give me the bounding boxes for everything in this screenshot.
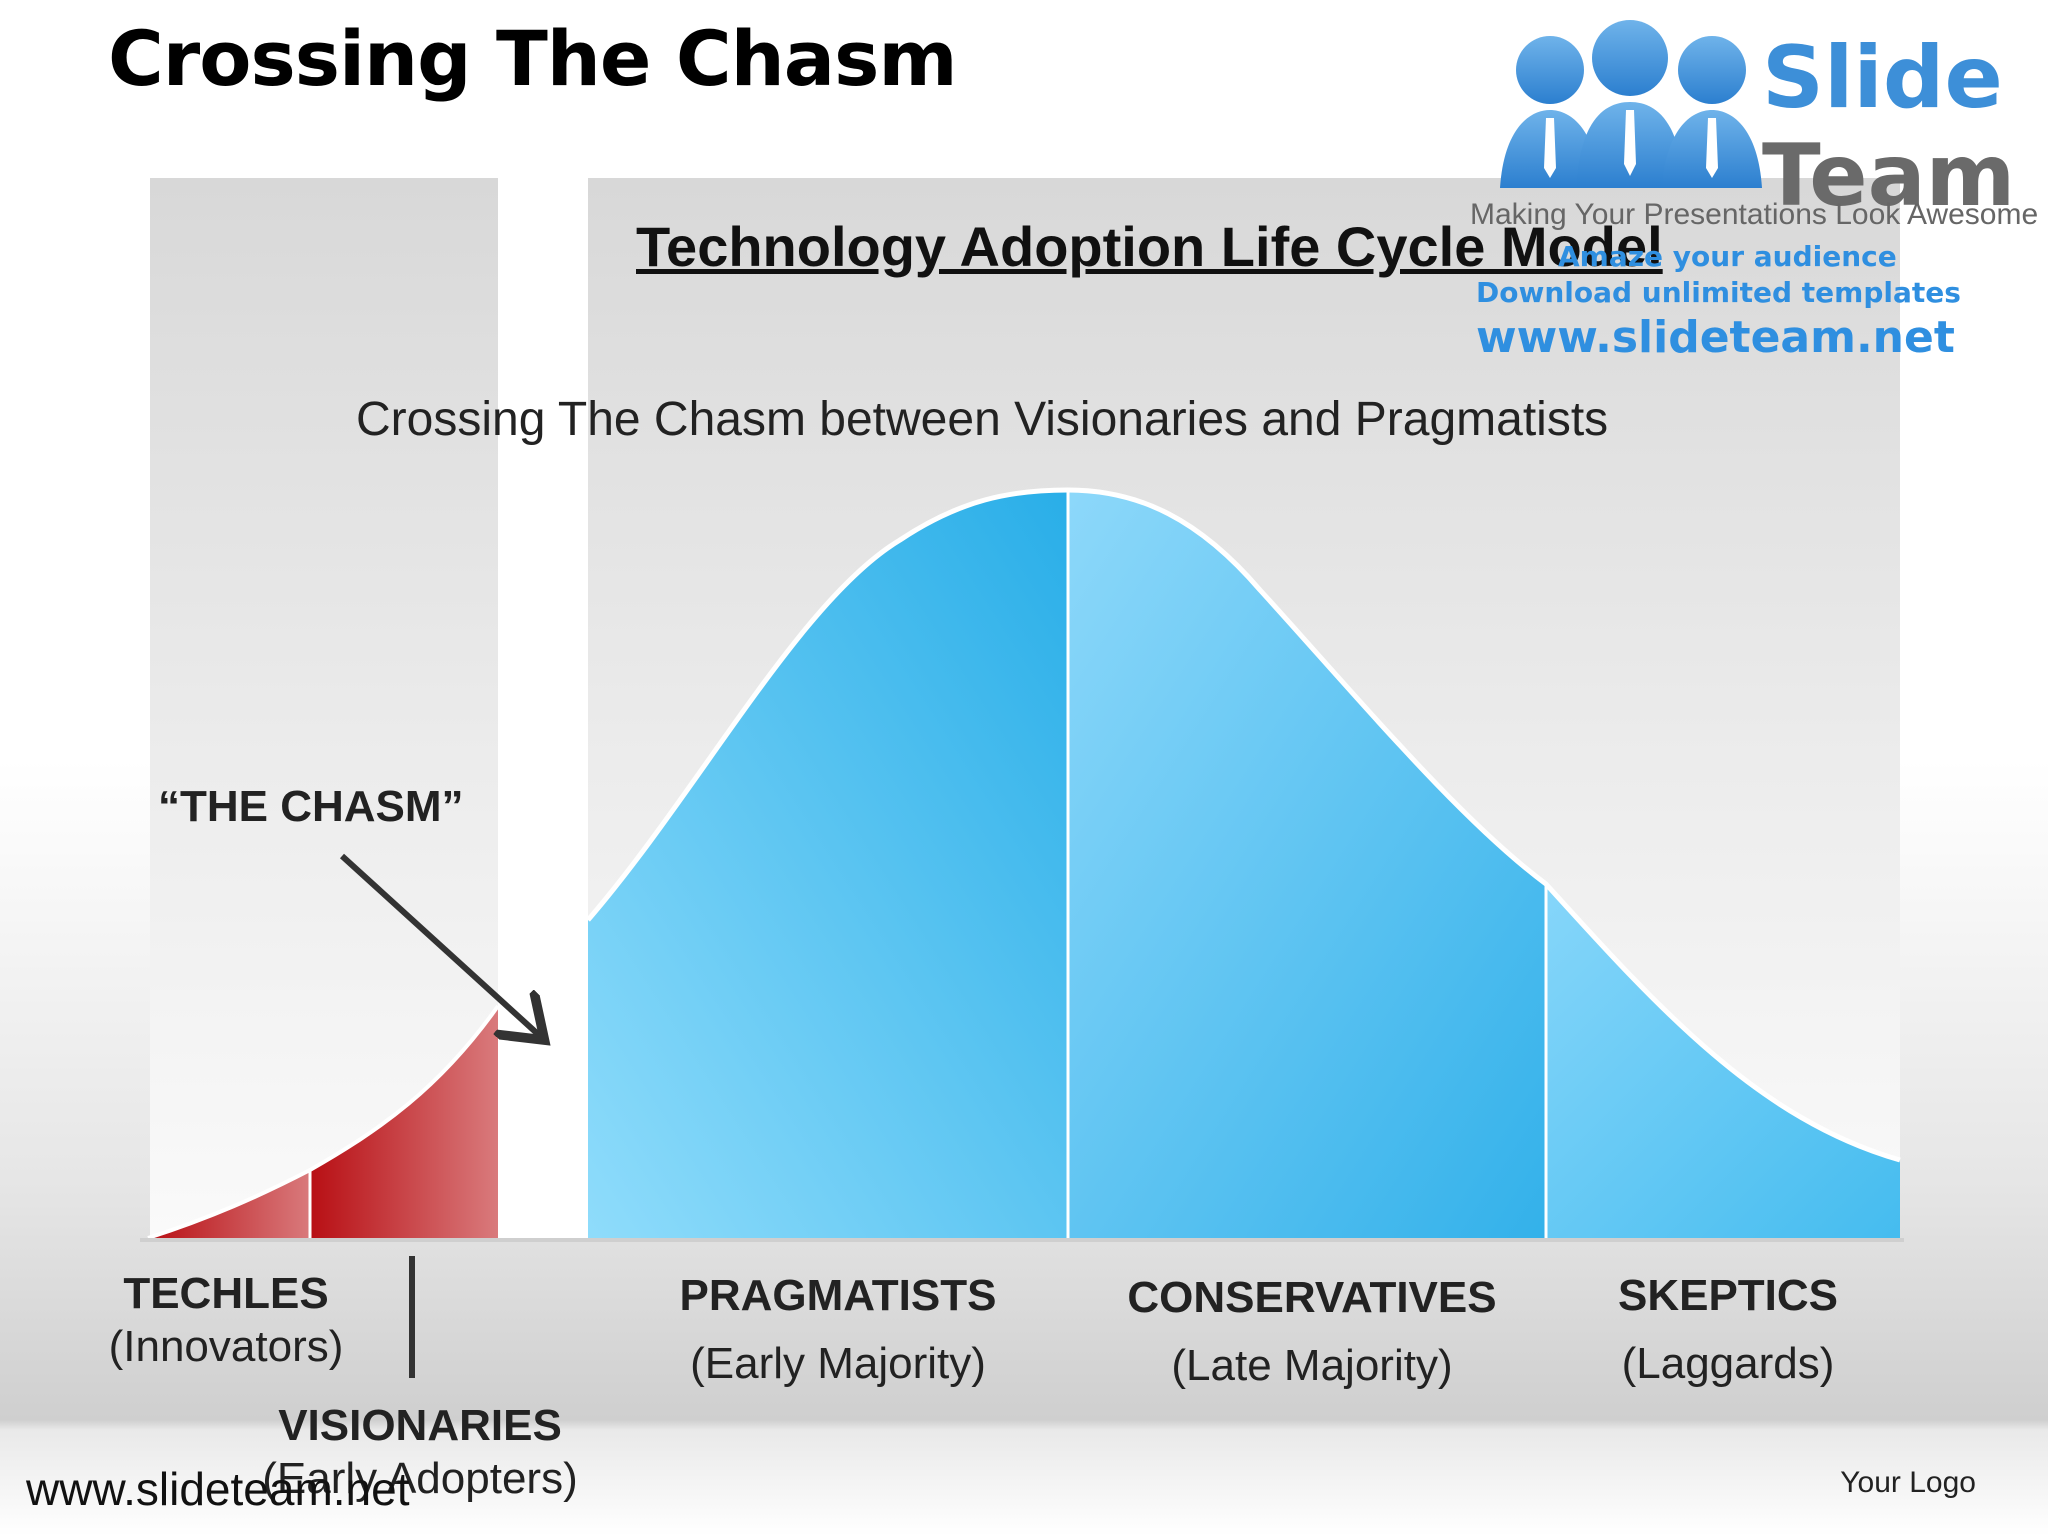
logo-promo-line3: www.slideteam.net <box>1476 312 1955 363</box>
label-skeptics-sub: (Laggards) <box>1621 1339 1835 1389</box>
slideteam-logo: Slide Team Making Your Presentations Loo… <box>1470 18 2038 378</box>
chasm-label: “THE CHASM” <box>158 782 464 831</box>
label-conservatives: CONSERVATIVES (Late Majority) <box>1112 1264 1512 1400</box>
logo-brand-line2: Team <box>1762 126 2016 226</box>
panel-left <box>150 178 498 1240</box>
label-visionaries: VISIONARIES (Early Adopters) <box>240 1400 600 1506</box>
label-skeptics-name: SKEPTICS <box>1617 1271 1839 1320</box>
label-techles-sub: (Innovators) <box>108 1321 344 1371</box>
logo-promo-line1: Amaze your audience <box>1558 240 1897 273</box>
chasm-gap <box>498 170 588 1242</box>
label-conservatives-sub: (Late Majority) <box>1171 1341 1453 1391</box>
logo-tagline: Making Your Presentations Look Awesome <box>1470 198 2039 231</box>
label-pragmatists-name: PRAGMATISTS <box>679 1271 997 1320</box>
label-pragmatists: PRAGMATISTS (Early Majority) <box>648 1262 1028 1398</box>
diagram-title: Technology Adoption Life Cycle Model <box>636 215 1663 278</box>
label-pragmatists-sub: (Early Majority) <box>690 1339 986 1389</box>
label-techles-name: TECHLES <box>123 1269 329 1318</box>
chasm-arrow <box>339 853 540 1036</box>
label-conservatives-name: CONSERVATIVES <box>1127 1273 1497 1322</box>
slide-title: Crossing The Chasm <box>108 14 958 103</box>
blue-curve-outline <box>586 487 1901 1163</box>
segment-skeptics-area <box>1546 884 1900 1238</box>
segment-conservatives-area <box>1068 490 1546 1238</box>
segment-techles-area <box>148 1170 310 1238</box>
red-curve-outline <box>147 1004 500 1240</box>
footer-url: www.slideteam.net <box>26 1463 410 1515</box>
logo-brand-line1: Slide <box>1762 28 2003 128</box>
label-skeptics: SKEPTICS (Laggards) <box>1578 1262 1878 1398</box>
label-techles: TECHLES (Innovators) <box>96 1268 356 1374</box>
diagram-subtitle: Crossing The Chasm between Visionaries a… <box>356 393 1609 446</box>
label-divider <box>409 1256 415 1378</box>
label-visionaries-sub: (Early Adopters) <box>262 1453 578 1503</box>
people-group-icon <box>1500 20 1762 188</box>
your-logo-placeholder: Your Logo <box>1840 1466 1976 1499</box>
label-visionaries-name: VISIONARIES <box>278 1401 562 1450</box>
logo-promo-line2: Download unlimited templates <box>1476 276 1961 309</box>
segment-pragmatists-area <box>588 490 1068 1238</box>
